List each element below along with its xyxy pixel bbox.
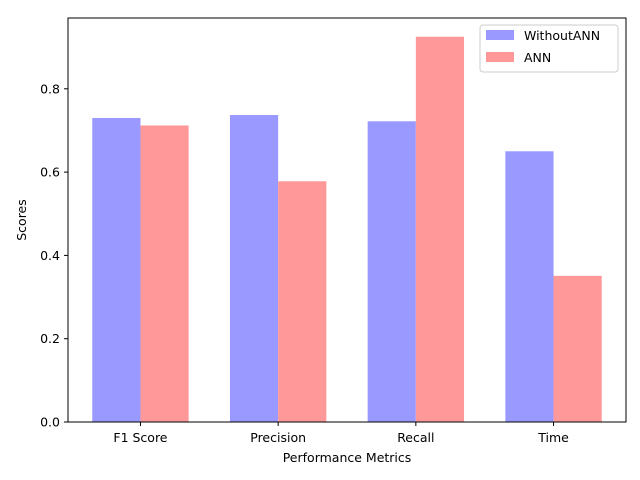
legend-swatch-without-ann	[486, 30, 514, 40]
bar-withoutann-f1-score	[92, 117, 141, 423]
bar-withoutann-recall	[367, 121, 416, 422]
bar-ann-precision	[278, 181, 327, 422]
bars-layer	[92, 36, 602, 423]
x-tick-label: F1 Score	[113, 430, 167, 445]
y-tick-label: 0.8	[40, 81, 60, 96]
x-tick-label: Precision	[250, 430, 306, 445]
x-tick-label: Time	[537, 430, 569, 445]
bar-ann-time	[553, 275, 602, 422]
y-tick-label: 0.2	[40, 331, 60, 346]
legend: WithoutANN ANN	[479, 24, 619, 73]
x-axis-label: Performance Metrics	[283, 450, 412, 465]
bar-withoutann-precision	[229, 115, 279, 422]
ticks-layer: F1 Score Precision Recall Time 0.0 0.2 0.4 0.6 0…	[40, 81, 569, 445]
y-tick-label: 0.0	[40, 415, 60, 430]
bar-ann-f1-score	[140, 125, 189, 423]
legend-box	[479, 24, 619, 73]
legend-label-ann: ANN	[524, 50, 551, 65]
plot-frame	[67, 17, 627, 423]
legend-label-without-ann: WithoutANN	[524, 28, 600, 43]
y-tick-label: 0.4	[40, 248, 60, 263]
bar-ann-recall	[415, 36, 465, 423]
y-tick-label: 0.6	[40, 165, 60, 180]
x-tick-label: Recall	[397, 430, 434, 445]
y-axis-label: Scores	[14, 199, 29, 241]
bar-withoutann-time	[505, 151, 554, 422]
legend-swatch-ann	[486, 52, 514, 62]
